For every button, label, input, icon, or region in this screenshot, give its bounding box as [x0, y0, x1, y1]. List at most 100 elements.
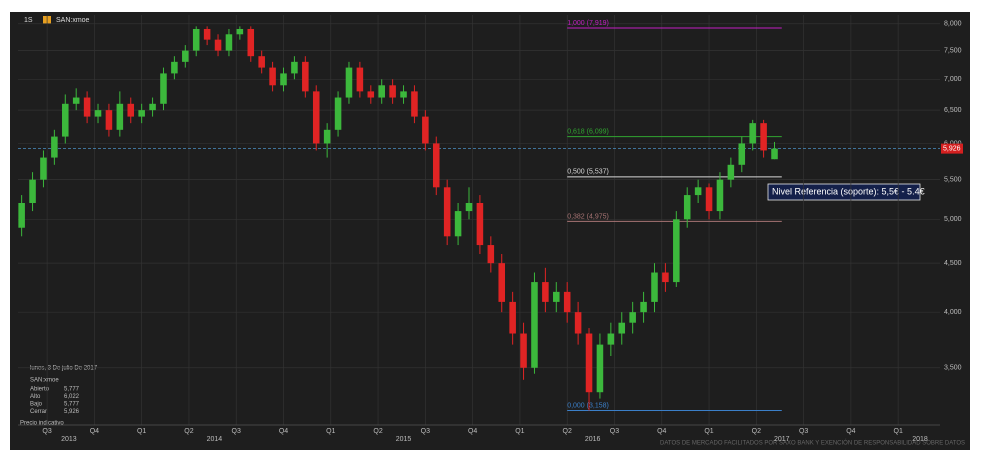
- x-tick-label: Q3: [421, 428, 430, 435]
- y-tick-label: 8,000: [944, 21, 962, 28]
- candle-body: [160, 73, 167, 104]
- candle-body: [280, 73, 287, 86]
- year-label: 2015: [396, 436, 412, 443]
- x-tick-label: Q4: [90, 428, 99, 435]
- candle-body: [683, 195, 691, 220]
- year-label: 2018: [912, 436, 928, 443]
- fib-label: 0,000 (3,158): [567, 402, 609, 409]
- y-tick-label: 4,000: [944, 309, 962, 316]
- candle-body: [531, 282, 538, 368]
- candle-body: [225, 34, 233, 51]
- x-tick-label: Q4: [468, 428, 477, 435]
- candle-body: [389, 85, 396, 98]
- x-tick-label: Q1: [326, 428, 335, 435]
- symbol: SAN:xmoe: [56, 17, 90, 24]
- candle-body: [476, 203, 484, 246]
- candle-body: [171, 61, 178, 74]
- candle-body: [269, 67, 276, 86]
- candle-body: [694, 187, 702, 196]
- candle-body: [127, 103, 135, 117]
- fib-label: 1,000 (7,919): [567, 20, 609, 27]
- candle-body: [411, 91, 418, 117]
- info-label: Alto: [30, 394, 41, 400]
- y-tick-label: 6,500: [944, 107, 962, 114]
- info-label: Bajo: [30, 402, 43, 408]
- candle-body: [72, 97, 80, 104]
- candle-body: [258, 56, 265, 68]
- info-value: 5,777: [64, 402, 80, 408]
- candle-body: [94, 110, 102, 117]
- last-price-label: 5,926: [943, 145, 961, 152]
- x-tick-label: Q3: [232, 428, 241, 435]
- candle-body: [105, 110, 113, 130]
- chart-background: [10, 12, 970, 450]
- candle-body: [509, 301, 516, 334]
- candle-body: [345, 67, 353, 98]
- x-tick-label: Q4: [657, 428, 666, 435]
- candle-body: [29, 179, 36, 204]
- x-tick-label: Q2: [184, 428, 193, 435]
- candle-body: [356, 67, 364, 92]
- candle-body: [563, 291, 571, 313]
- candle-body: [182, 50, 189, 62]
- candle-body: [40, 157, 47, 180]
- candle-body: [673, 219, 680, 283]
- candle-body: [760, 123, 767, 151]
- info-symbol: SAN:xmoe: [30, 378, 59, 384]
- annotation-box: [767, 183, 921, 201]
- candle-body: [334, 97, 342, 130]
- candle-body: [138, 110, 145, 117]
- year-label: 2013: [61, 436, 77, 443]
- fib-label: 0,382 (4,975): [567, 213, 609, 220]
- candle-body: [738, 143, 746, 165]
- y-tick-label: 5,500: [944, 177, 962, 184]
- candle-body: [629, 312, 636, 323]
- candle-body: [705, 187, 713, 212]
- candle-body: [247, 28, 255, 57]
- candle-body: [574, 312, 582, 334]
- x-tick-label: Q2: [373, 428, 382, 435]
- candle-body: [716, 179, 724, 212]
- year-label: 2016: [585, 436, 601, 443]
- x-tick-label: Q2: [563, 428, 572, 435]
- candle-body: [378, 85, 385, 98]
- x-tick-label: Q3: [610, 428, 619, 435]
- candle-body: [607, 333, 615, 345]
- x-tick-label: Q3: [799, 428, 808, 435]
- candle-body: [542, 282, 549, 302]
- candle-body: [323, 129, 331, 144]
- candle-body: [443, 187, 451, 237]
- fib-label: 0,500 (5,537): [567, 169, 609, 176]
- year-label: 2017: [774, 436, 790, 443]
- y-tick-label: 7,500: [944, 47, 962, 54]
- candle-body: [51, 136, 58, 158]
- info-note: Precio indicativo: [20, 421, 64, 427]
- candle-body: [771, 148, 778, 160]
- candle-body: [651, 272, 658, 302]
- candle-body: [302, 61, 309, 92]
- info-value: 6,022: [64, 394, 80, 400]
- candle-body: [400, 91, 407, 98]
- y-tick-label: 4,500: [944, 260, 962, 267]
- x-tick-label: Q4: [279, 428, 288, 435]
- candle-body: [585, 333, 593, 393]
- y-tick-label: 3,500: [944, 365, 962, 372]
- candle-body: [432, 143, 440, 188]
- candle-body: [454, 211, 462, 237]
- candle-body: [18, 203, 25, 228]
- x-tick-label: Q1: [137, 428, 146, 435]
- candle-body: [618, 322, 626, 334]
- candle-body: [422, 116, 429, 144]
- y-tick-label: 7,000: [944, 76, 962, 83]
- candle-body: [149, 103, 156, 111]
- info-label: Cerrar: [30, 409, 47, 415]
- x-tick-label: Q1: [704, 428, 713, 435]
- interval: 1S: [24, 17, 33, 24]
- candle-body: [367, 91, 375, 98]
- candle-body: [116, 103, 124, 130]
- info-value: 5,777: [64, 387, 80, 393]
- footer: DATOS DE MERCADO FACILITADOS POR SAXO BA…: [660, 440, 965, 447]
- info-value: 5,926: [64, 409, 80, 415]
- candle-body: [83, 97, 91, 117]
- candle-body: [214, 39, 222, 51]
